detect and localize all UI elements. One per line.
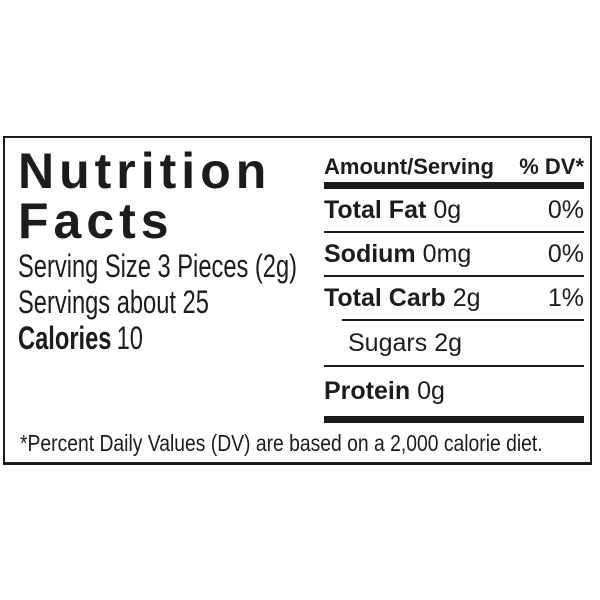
dv-cell: 0% bbox=[547, 239, 584, 268]
nutrient-name: Total Carb bbox=[324, 283, 446, 312]
panel-title: Nutrition Facts bbox=[18, 146, 271, 246]
header-divider-bar bbox=[324, 182, 584, 189]
daily-value-footnote: *Percent Daily Values (DV) are based on … bbox=[20, 430, 543, 456]
row-divider bbox=[324, 231, 584, 233]
table-row: Total Carb 2g 1% bbox=[324, 277, 584, 319]
nutrient-cell: Protein 0g bbox=[324, 377, 445, 406]
nutrient-amount: 2g bbox=[434, 328, 463, 357]
nutrient-cell: Total Fat 0g bbox=[324, 196, 461, 225]
table-header-row: Amount/Serving % DV* bbox=[324, 151, 584, 180]
nutrient-cell: Total Carb 2g bbox=[324, 284, 481, 313]
serving-size-text: Serving Size 3 Pieces (2g) bbox=[18, 248, 298, 284]
calories-label: Calories bbox=[18, 320, 112, 356]
amount-serving-header: Amount/Serving bbox=[324, 154, 494, 179]
nutrition-facts-panel: Nutrition Facts Serving Size 3 Pieces (2… bbox=[3, 136, 592, 465]
row-divider bbox=[324, 365, 584, 367]
percent-dv-header: % DV* bbox=[519, 154, 584, 179]
row-divider-indented bbox=[342, 319, 584, 321]
panel-title-line1: Nutrition bbox=[18, 143, 272, 199]
nutrient-name: Sugars bbox=[348, 328, 428, 357]
calories-line: Calories 10 bbox=[18, 320, 336, 356]
row-divider bbox=[324, 275, 584, 277]
nutrient-cell: Sodium 0mg bbox=[324, 240, 471, 269]
table-end-bar bbox=[324, 416, 584, 423]
panel-title-line2: Facts bbox=[18, 193, 174, 249]
nutrient-amount: 2g bbox=[452, 283, 481, 312]
dv-cell: 1% bbox=[547, 283, 584, 312]
nutrient-amount: 0g bbox=[417, 377, 445, 405]
nutrient-table: Amount/Serving % DV* Total Fat 0g 0% Sodi… bbox=[324, 151, 584, 423]
table-row: Sodium 0mg 0% bbox=[324, 233, 584, 275]
table-row: Protein 0g bbox=[324, 367, 584, 416]
table-row: Sugars 2g bbox=[324, 321, 584, 365]
nutrient-name: Total Fat bbox=[324, 195, 427, 224]
nutrient-name: Protein bbox=[324, 377, 411, 405]
nutrient-amount: 0mg bbox=[422, 239, 472, 268]
servings-count-text: Servings about 25 bbox=[18, 284, 209, 320]
nutrient-name: Sodium bbox=[324, 239, 416, 268]
nutrient-amount: 0g bbox=[433, 195, 462, 224]
table-row: Total Fat 0g 0% bbox=[324, 189, 584, 231]
nutrient-cell: Sugars 2g bbox=[348, 329, 462, 358]
serving-info: Serving Size 3 Pieces (2g) Servings abou… bbox=[18, 248, 336, 356]
dv-cell: 0% bbox=[547, 195, 584, 224]
calories-value: 10 bbox=[116, 320, 143, 356]
